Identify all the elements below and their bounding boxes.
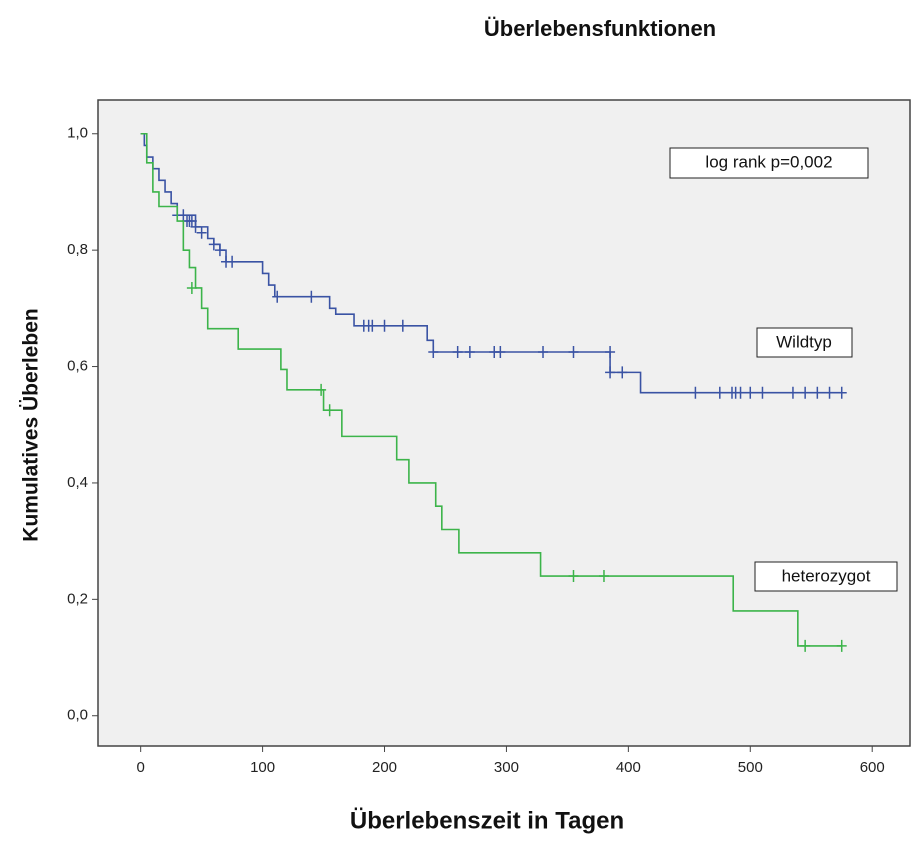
censor-mark (598, 570, 609, 583)
series-label-box (756, 327, 853, 358)
censor-mark (186, 281, 197, 294)
annotation-box (669, 147, 869, 179)
annotation: log rank p=0,002 (705, 152, 832, 171)
series-label-box (754, 561, 898, 592)
x-tick-label: 300 (494, 759, 519, 776)
y-axis-label: Kumulatives Überleben (20, 308, 43, 541)
x-tick-label: 100 (250, 759, 275, 776)
censor-mark (745, 386, 756, 399)
censor-mark (800, 386, 811, 399)
censor-mark (379, 319, 390, 332)
censor-mark (190, 220, 201, 233)
series-label: Wildtyp (776, 332, 832, 351)
x-axis-label: Überlebenszeit in Tagen (350, 807, 624, 834)
censor-mark (397, 319, 408, 332)
censor-mark (836, 639, 847, 652)
censor-mark (272, 290, 283, 303)
censor-mark (812, 386, 823, 399)
censor-mark (214, 244, 225, 257)
x-tick-label: 400 (616, 759, 641, 776)
censor-mark (757, 386, 768, 399)
x-tick-label: 600 (860, 759, 885, 776)
censor-mark (208, 238, 219, 251)
censor-mark (836, 386, 847, 399)
censor-mark (735, 386, 746, 399)
y-tick-label: 0,2 (67, 590, 88, 607)
censor-mark (428, 345, 439, 358)
censor-mark (495, 345, 506, 358)
censor-mark (452, 345, 463, 358)
censor-mark (568, 345, 579, 358)
survival-curve (140, 132, 842, 647)
censor-mark (617, 366, 628, 379)
censor-mark (538, 345, 549, 358)
censor-mark (464, 345, 475, 358)
x-tick-label: 200 (372, 759, 397, 776)
series-label: heterozygot (782, 566, 871, 585)
censor-mark (324, 404, 335, 417)
censor-mark (605, 345, 616, 358)
y-tick-label: 0,4 (67, 474, 88, 491)
censor-mark (824, 386, 835, 399)
censor-mark (690, 386, 701, 399)
censor-mark (714, 386, 725, 399)
x-tick-label: 0 (137, 759, 145, 776)
censor-mark (800, 639, 811, 652)
y-tick-label: 0,6 (67, 358, 88, 375)
censor-mark (316, 383, 327, 396)
y-tick-label: 1,0 (67, 125, 88, 142)
chart-title: Überlebensfunktionen (484, 16, 716, 41)
plot-area (97, 99, 911, 747)
censor-mark (605, 366, 616, 379)
y-tick-label: 0,0 (67, 707, 88, 724)
censor-mark (568, 570, 579, 583)
y-tick-label: 0,8 (67, 241, 88, 258)
censor-mark (306, 290, 317, 303)
censor-mark (196, 226, 207, 239)
censor-mark (787, 386, 798, 399)
censor-mark (227, 255, 238, 268)
censor-mark (367, 319, 378, 332)
x-tick-label: 500 (738, 759, 763, 776)
